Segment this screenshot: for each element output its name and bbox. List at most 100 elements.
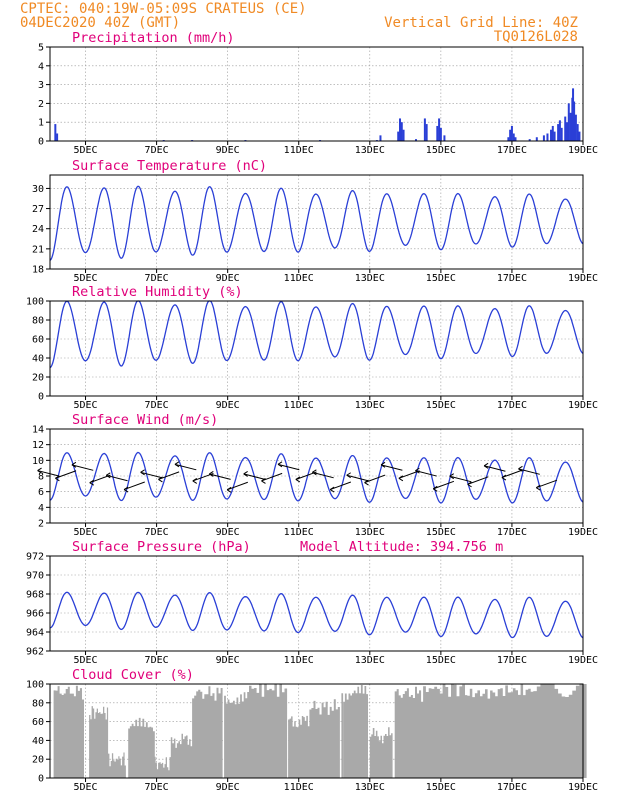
cloud-xtick-label: 9DEC [216,782,240,793]
precip-bar [397,131,400,141]
rh-xtick-label: 15DEC [426,400,456,411]
precip-grid [50,47,584,141]
cloud-xtick-label: 17DEC [497,782,527,793]
precip-bar [509,129,512,141]
precip-bar [402,129,405,141]
precip-ytick-label: 1 [38,118,44,129]
wind-vector-head [518,465,523,472]
wind-vector [261,472,283,482]
cloud-ytick-label: 60 [32,717,44,728]
cloud-ytick-label: 20 [32,755,44,766]
rh-ytick-label: 100 [26,297,44,308]
precip-bar [558,120,561,141]
wind-xtick-label: 13DEC [355,527,385,538]
precip-bar [560,127,563,141]
temp-xtick-label: 5DEC [73,273,97,284]
wind-vector-head [71,461,77,468]
precip-ytick-label: 0 [38,137,44,148]
pres-xtick-label: 7DEC [145,655,169,666]
wind-vector-head [209,471,214,477]
wind-vector-head [346,472,351,479]
precip-xtick-label: 11DEC [284,145,314,156]
precip-bar [551,125,554,141]
cloud-xtick-label: 15DEC [426,782,456,793]
wind-vector-head [158,476,163,483]
precip-bar [542,135,545,141]
wind-title: Surface Wind (m/s) [72,412,218,428]
run-time-header: 04DEC2020 40Z (GMT) [20,15,180,31]
wind-xtick-label: 5DEC [73,527,97,538]
wind-vector [123,481,145,491]
precip-title: Precipitation (mm/h) [72,30,235,46]
cloud-title: Cloud Cover (%) [72,667,194,683]
wind-vector [71,464,94,471]
temp-ytick-label: 27 [32,204,44,215]
wind-vector-head [261,477,266,484]
rh-xtick-label: 13DEC [355,400,385,411]
wind-vector [364,474,386,484]
wind-vector [209,473,231,480]
precip-xtick-label: 19DEC [568,145,598,156]
temp-xtick-label: 13DEC [355,273,385,284]
pres-xtick-label: 11DEC [284,655,314,666]
wind-vector-head [415,467,420,474]
wind-vector-head [329,486,335,493]
cloud-xtick-label: 11DEC [284,782,314,793]
temp-ytick-label: 30 [32,184,44,195]
pres-xtick-label: 17DEC [497,655,527,666]
temp-frame [49,174,584,270]
cloud-frame [49,683,584,779]
rh-ytick-label: 20 [32,373,44,384]
model-header: TQ0126L028 [494,29,578,45]
wind-vector [226,481,248,491]
wind-ytick-label: 8 [38,472,44,483]
pres-line [49,591,584,639]
temp-title: Surface Temperature (nC) [72,158,267,174]
precip-bar [438,118,441,141]
vertical-grid-header: Vertical Grid Line: 40Z [384,15,578,31]
wind-vector [536,479,558,489]
pres-xtick-label: 19DEC [568,655,598,666]
pres-panel: Surface Pressure (hPa) Model Altitude: 39… [26,539,598,666]
wind-vector [346,474,369,482]
precip-ytick-label: 4 [38,61,44,72]
pres-xtick-label: 13DEC [355,655,385,666]
wind-vector [312,471,334,479]
precip-bar [557,124,560,141]
cloud-xtick-label: 5DEC [73,782,97,793]
precip-bar [414,139,417,141]
pres-frame [49,555,584,652]
wind-ytick-label: 10 [32,456,44,467]
rh-title: Relative Humidity (%) [72,284,243,300]
precip-bar [507,137,510,141]
wind-vector-head [226,486,232,493]
precip-bar [512,133,515,141]
pres-ytick-label: 962 [26,647,44,658]
temp-ytick-label: 24 [32,224,44,235]
rh-frame [49,300,584,397]
cloud-ytick-label: 0 [38,774,44,785]
precip-bar [567,103,570,141]
pres-ytick-label: 968 [26,590,44,601]
wind-panel: Surface Wind (m/s) 2 4 6 8 10 12 14 5DEC 7DEC 9DEC… [32,412,598,538]
wind-vector-head [449,473,455,480]
precip-bar [574,114,577,141]
precip-xtick-label: 7DEC [145,145,169,156]
precip-bar [379,135,382,141]
wind-vector-head [380,461,386,468]
station-header: CPTEC: 040:19W-05:09S CRATEUS (CE) [20,1,307,17]
precip-bar [439,127,442,141]
precip-bar [553,131,556,141]
wind-vector-head [106,472,111,479]
wind-xtick-label: 7DEC [145,527,169,538]
precip-xtick-label: 9DEC [216,145,240,156]
precip-bar [514,137,517,141]
wind-vector-head [89,479,95,486]
precip-ytick-label: 2 [38,99,44,110]
wind-ytick-label: 6 [38,487,44,498]
pres-ytick-label: 964 [26,628,44,639]
precip-bar [550,129,553,141]
rh-ytick-label: 40 [32,354,44,365]
cloud-ytick-label: 100 [26,680,44,691]
precip-xtick-label: 17DEC [497,145,527,156]
